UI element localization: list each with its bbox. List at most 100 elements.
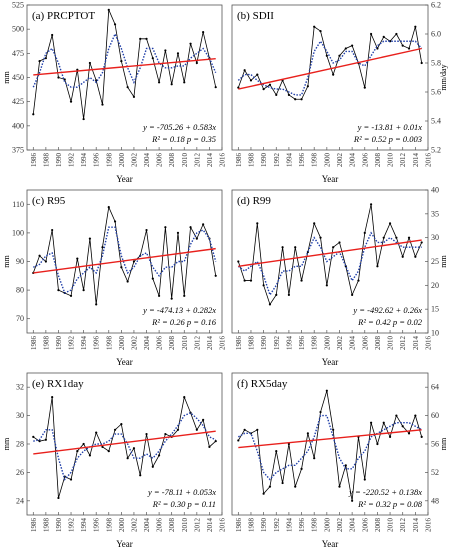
data-point <box>338 485 341 488</box>
series-line <box>237 390 423 501</box>
data-point <box>275 450 278 453</box>
y-tick-label: 28 <box>16 440 24 449</box>
data-point <box>126 280 129 283</box>
data-point <box>38 254 41 257</box>
x-tick-label: 1990 <box>55 336 63 351</box>
x-tick-label: 2002 <box>130 518 138 533</box>
x-tick-label: 1992 <box>68 153 76 168</box>
x-tick-label: 2002 <box>336 336 344 351</box>
data-point <box>395 414 398 417</box>
data-point <box>107 8 110 11</box>
x-tick-label: 1996 <box>298 336 306 351</box>
x-tick-label: 2016 <box>219 336 227 351</box>
x-tick-label: 2000 <box>118 153 126 168</box>
y-tick-label: 35 <box>431 209 439 218</box>
panel: 10 15 20 25 30 35 40 1986 1988 1990 1992 1994 1996 19… <box>231 186 448 367</box>
data-point <box>95 303 98 306</box>
x-tick-label: 1994 <box>80 336 88 351</box>
y-tick-label: 90 <box>16 257 24 266</box>
data-point <box>57 496 60 500</box>
x-axis-label: Year <box>116 174 133 184</box>
x-tick-label: 1990 <box>260 518 268 533</box>
x-tick-label: 2000 <box>323 153 331 168</box>
data-point <box>262 88 265 91</box>
data-point <box>183 81 186 84</box>
series-line <box>237 39 423 96</box>
data-point <box>126 86 129 89</box>
y-axis-label: mm <box>2 437 11 450</box>
data-point <box>44 438 47 441</box>
data-point <box>249 79 253 82</box>
data-point <box>369 203 373 206</box>
annotation: R² = 0.26 p = 0.16 <box>151 317 217 327</box>
x-tick-label: 2004 <box>143 153 151 168</box>
data-point <box>57 76 60 79</box>
data-point <box>120 59 123 63</box>
x-tick-label: 1996 <box>93 518 101 533</box>
y-tick-label: 450 <box>12 73 24 82</box>
data-point <box>325 284 328 287</box>
data-point <box>313 222 316 225</box>
data-point <box>363 86 366 89</box>
panel: 24 26 28 30 32 1986 1988 1990 1992 1994 1996 1998 20… <box>2 372 227 549</box>
panel-title: (e) RX1day <box>32 378 84 390</box>
x-tick-label: 1986 <box>30 336 38 351</box>
data-point <box>88 61 92 65</box>
y-axis-label: mm <box>439 255 448 268</box>
x-tick-label: 2014 <box>412 153 420 168</box>
data-point <box>306 432 309 435</box>
data-point <box>401 44 404 47</box>
data-point <box>281 246 284 249</box>
data-point <box>126 457 129 460</box>
x-tick-label: 2014 <box>412 518 420 533</box>
data-point <box>195 61 198 65</box>
y-axis-label: mm <box>439 437 448 450</box>
data-point <box>189 42 192 45</box>
y-tick-label: 5.4 <box>431 117 441 126</box>
y-axis-label: mm/day <box>439 64 448 90</box>
data-point <box>164 432 167 436</box>
x-tick-label: 2002 <box>130 336 138 351</box>
data-point <box>113 220 117 223</box>
y-tick-label: 100 <box>12 228 24 237</box>
y-tick-label: 40 <box>431 186 439 195</box>
data-point <box>287 442 291 446</box>
data-point <box>51 33 54 37</box>
x-tick-label: 2006 <box>361 518 369 533</box>
annotation: y = -78.11 + 0.053x <box>147 487 216 497</box>
x-tick-label: 1992 <box>273 518 281 533</box>
data-point <box>176 428 180 431</box>
data-point <box>319 30 322 33</box>
data-point <box>249 279 253 282</box>
data-point <box>157 294 161 297</box>
data-point <box>170 297 173 300</box>
x-axis-label: Year <box>116 357 133 367</box>
series-line <box>33 395 216 499</box>
x-tick-label: 2008 <box>168 518 176 533</box>
data-point <box>32 435 35 438</box>
data-point <box>300 467 303 470</box>
data-point <box>88 454 92 457</box>
data-point <box>151 57 154 60</box>
x-tick-label: 2012 <box>399 518 407 533</box>
data-point <box>132 260 136 263</box>
data-point <box>369 32 373 36</box>
data-point <box>139 474 142 477</box>
y-tick-label: 5.8 <box>431 59 441 68</box>
data-point <box>382 35 385 39</box>
x-tick-label: 1992 <box>68 336 76 351</box>
data-point <box>95 79 98 82</box>
panel: 70 80 90 100 110 1986 1988 1990 1992 1994 1996 1998… <box>2 189 227 367</box>
x-tick-label: 2014 <box>412 336 420 351</box>
y-tick-label: 6.0 <box>431 30 441 39</box>
data-point <box>76 450 79 453</box>
data-point <box>243 428 246 431</box>
annotation: y = -220.52 + 0.138x <box>348 487 422 497</box>
x-tick-label: 1998 <box>311 153 319 168</box>
data-point <box>69 478 73 481</box>
data-point <box>376 442 379 446</box>
x-tick-label: 1986 <box>235 336 243 351</box>
data-point <box>332 428 335 431</box>
data-point <box>395 236 398 239</box>
annotation: R² = 0.42 p = 0.02 <box>357 317 423 327</box>
